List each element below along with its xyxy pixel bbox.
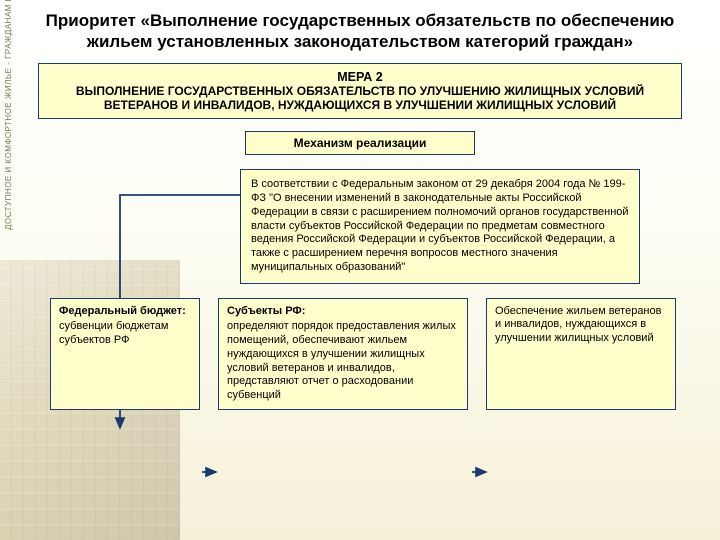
provision-text: Обеспечение жильем ветеранов и инвалидов…	[495, 305, 661, 345]
federal-budget-text: субвенции бюджетам субъектов РФ	[59, 320, 168, 346]
subjects-rf-head: Субъекты РФ:	[227, 305, 459, 319]
measure-number: МЕРА 2	[49, 70, 671, 84]
subjects-rf-text: определяют порядок предоставления жилых …	[227, 320, 456, 401]
federal-budget-box: Федеральный бюджет: субвенции бюджетам с…	[50, 298, 200, 410]
federal-budget-head: Федеральный бюджет:	[59, 305, 191, 319]
slide-title: Приоритет «Выполнение государственных об…	[40, 10, 680, 53]
bottom-row: Федеральный бюджет: субвенции бюджетам с…	[50, 298, 688, 410]
provision-box: Обеспечение жильем ветеранов и инвалидов…	[486, 298, 676, 410]
measure-description: ВЫПОЛНЕНИЕ ГОСУДАРСТВЕННЫХ ОБЯЗАТЕЛЬСТВ …	[49, 84, 671, 113]
law-reference-box: В соответствии с Федеральным законом от …	[240, 169, 640, 283]
mechanism-box: Механизм реализации	[245, 131, 475, 155]
measure-box: МЕРА 2 ВЫПОЛНЕНИЕ ГОСУДАРСТВЕННЫХ ОБЯЗАТ…	[38, 63, 682, 120]
subjects-rf-box: Субъекты РФ: определяют порядок предоста…	[218, 298, 468, 410]
slide-content: Приоритет «Выполнение государственных об…	[0, 0, 720, 420]
